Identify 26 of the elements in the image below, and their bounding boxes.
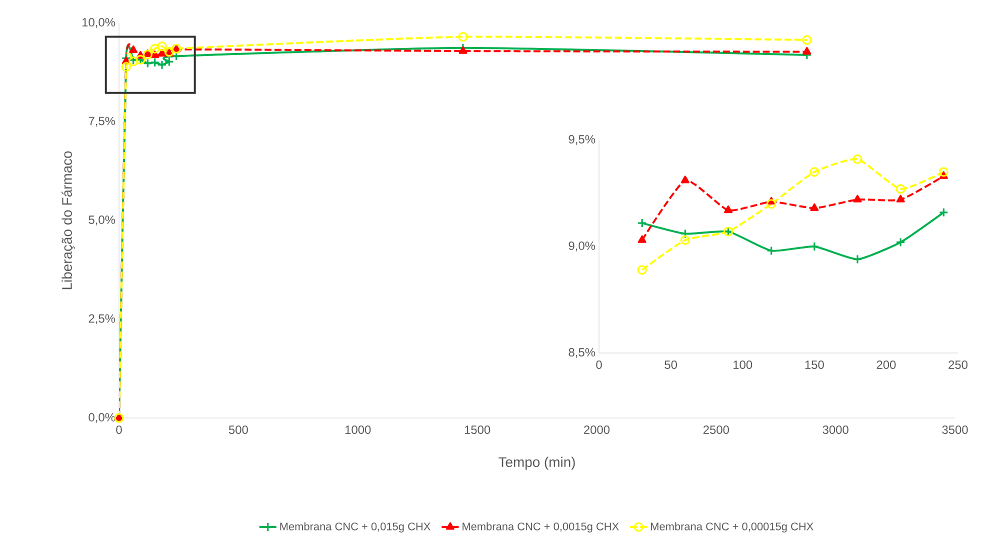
x-tick-label: 250 (948, 360, 968, 369)
x-tick-label: 200 (876, 360, 896, 369)
legend-label: Membrana CNC + 0,0015g CHX (462, 522, 619, 532)
y-tick-label: 2,5% (88, 314, 116, 324)
y-tick-label: 7,5% (88, 116, 116, 127)
y-tick-label: 9,5% (568, 135, 596, 145)
x-tick-label: 2500 (703, 426, 729, 434)
y-tick-label: 8,5% (568, 348, 596, 358)
x-tick-label: 0 (116, 426, 122, 434)
x-tick-label: 100 (734, 360, 752, 369)
x-axis-title: Tempo (min) (498, 456, 575, 470)
x-tick-label: 0 (596, 360, 602, 369)
y-tick-label: 9,0% (568, 242, 596, 252)
y-tick-label: 5,0% (88, 216, 116, 226)
x-tick-label: 3000 (822, 426, 848, 434)
x-tick-label: 500 (228, 426, 248, 434)
y-tick-label: 10,0% (82, 18, 116, 28)
x-tick-label: 2000 (584, 426, 610, 434)
x-tick-label: 3500 (942, 426, 968, 434)
y-axis-title: Liberação do Fármaco (62, 151, 75, 290)
x-tick-label: 1000 (345, 426, 371, 434)
legend-label: Membrana CNC + 0,015g CHX (280, 522, 430, 532)
x-tick-label: 50 (664, 360, 677, 369)
x-tick-label: 1500 (464, 426, 490, 434)
legend-label: Membrana CNC + 0,00015g CHX (651, 522, 814, 532)
x-tick-label: 150 (805, 360, 824, 369)
